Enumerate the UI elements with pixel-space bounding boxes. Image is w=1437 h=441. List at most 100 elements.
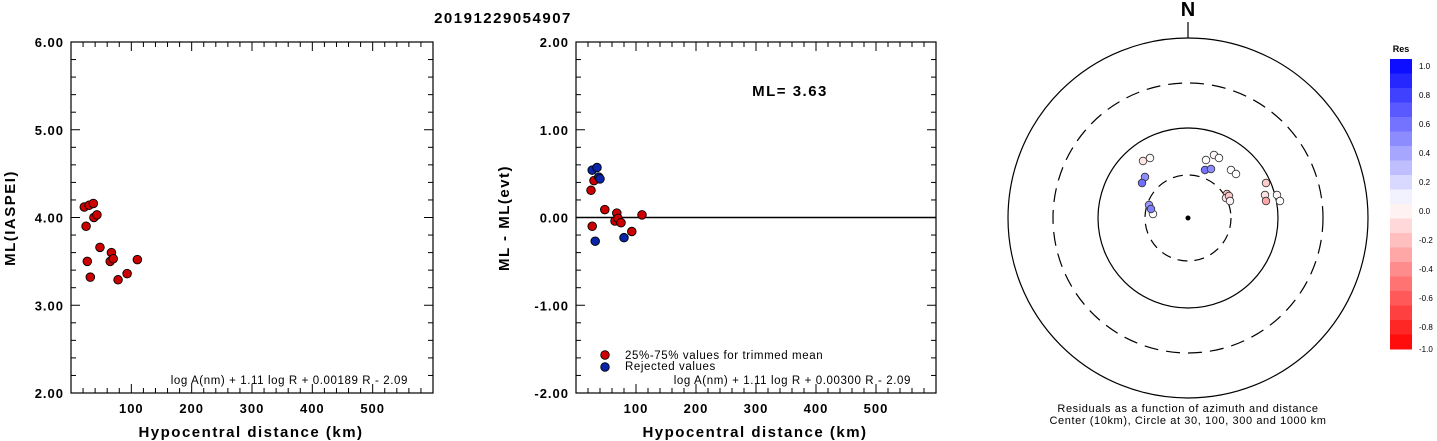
ring-1000km [1007, 37, 1369, 399]
station-residual-point [1214, 153, 1224, 163]
panel1-ticks [71, 42, 433, 393]
data-point [122, 268, 132, 279]
colorbar-cell [1390, 102, 1412, 118]
colorbar-cells [1390, 59, 1412, 350]
x-tick-label: 100 [624, 401, 649, 416]
y-tick-label: 5.00 [35, 123, 64, 138]
colorbar-cell [1390, 247, 1412, 263]
station-residual-point [1201, 155, 1211, 165]
colorbar-cell [1390, 262, 1412, 277]
colorbar-tick-label: -0.8 [1419, 323, 1433, 332]
colorbar-cell [1390, 305, 1412, 321]
colorbar-cell [1390, 189, 1412, 205]
legend-rejected-label: Rejected values [625, 361, 716, 373]
event-id-title: 20191229054907 [434, 10, 572, 27]
colorbar-cell [1390, 131, 1412, 147]
x-tick-label: 200 [684, 401, 709, 416]
ring-30km [1144, 174, 1232, 262]
colorbar-cell [1390, 175, 1412, 190]
data-point [586, 185, 596, 196]
colorbar-tick-label: -0.4 [1419, 265, 1433, 274]
station-residual-point [1206, 164, 1216, 174]
x-tick-label: 400 [300, 401, 325, 416]
y-tick-label: 2.00 [540, 35, 569, 50]
data-point [590, 236, 600, 246]
legend-trimmed-marker [600, 350, 610, 360]
residual-colorbar: Res 1.0 0.8 0.6 0.4 0.2 0.0 -0.2 -0.4 -0.6 -0.8 -1… [1390, 44, 1433, 354]
data-point [592, 162, 602, 173]
station-residual-point [1261, 196, 1271, 206]
station-residual-point [1261, 178, 1271, 188]
data-point [113, 275, 123, 285]
panel1-formula: log A(nm) + 1.11 log R + 0.00189 R - 2.0… [171, 375, 408, 387]
station-residual-point [1145, 153, 1155, 163]
north-label: N [1181, 0, 1195, 21]
panel1-x-axis-title: Hypocentral distance (km) [138, 424, 363, 441]
legend-rejected-marker [600, 362, 610, 372]
y-tick-label: 6.00 [35, 35, 64, 50]
colorbar-cell [1390, 88, 1412, 103]
colorbar-cell [1390, 146, 1412, 161]
x-tick-label: 500 [360, 401, 385, 416]
polar-caption-line1: Residuals as a function of azimuth and d… [1057, 403, 1318, 415]
station-residual-point [1138, 156, 1148, 166]
data-point [108, 253, 118, 264]
x-tick-label: 100 [119, 401, 144, 416]
panel2-x-axis-title: Hypocentral distance (km) [642, 424, 867, 441]
panel1-y-axis-title: ML(IASPEI) [2, 170, 19, 266]
colorbar-cell [1390, 73, 1412, 89]
x-tick-label: 300 [744, 401, 769, 416]
colorbar-tick-label: -1.0 [1419, 345, 1433, 354]
y-tick-label: 3.00 [35, 298, 64, 313]
y-tick-label: 2.00 [35, 386, 64, 401]
colorbar-cell [1390, 160, 1412, 176]
colorbar-tick-label: -0.6 [1419, 294, 1433, 303]
station-residual-point [1231, 169, 1241, 179]
panel2-points [586, 162, 647, 246]
colorbar-cell [1390, 204, 1412, 219]
panel1-x-tick-labels: 100 200 300 400 500 [119, 401, 385, 416]
data-point [616, 218, 626, 228]
colorbar-tick-label: 1.0 [1419, 62, 1431, 71]
station-residual-point [1275, 196, 1285, 206]
colorbar-tick-label: 0.0 [1419, 207, 1431, 216]
data-point [627, 226, 637, 237]
data-point [132, 254, 143, 265]
panel2-y-axis-title: ML - ML(evt) [496, 165, 513, 271]
colorbar-cell [1390, 117, 1412, 132]
x-tick-label: 200 [179, 401, 204, 416]
ring-100km [1097, 127, 1279, 309]
epicenter-dot [1185, 215, 1191, 221]
panel2-ticks [576, 42, 936, 393]
panel-ml-residual: 100 200 300 400 500 -2.00 -1.00 0.00 1.00 2.00 H… [496, 35, 937, 441]
panel-ml-iaspei: 100 200 300 400 500 2.00 3.00 4.00 5.00 6.00 Hyp… [2, 35, 434, 441]
colorbar-tick-label: 0.6 [1419, 120, 1431, 129]
panel1-frame [70, 41, 434, 394]
panel2-formula: log A(nm) + 1.11 log R + 0.00300 R - 2.0… [674, 375, 911, 387]
station-residual-point [1146, 204, 1156, 214]
panel1-points [79, 198, 143, 285]
panel-azimuth-residuals: N Residuals as a function of azimuth and… [1007, 0, 1369, 427]
data-point [88, 198, 99, 209]
colorbar-cell [1390, 291, 1412, 306]
panel2-x-tick-labels: 100 200 300 400 500 [624, 401, 889, 416]
panel2-y-tick-labels: -2.00 -1.00 0.00 1.00 2.00 [534, 35, 569, 401]
colorbar-cell [1390, 218, 1412, 234]
panel2-legend: 25%-75% values for trimmed mean Rejected… [600, 350, 823, 373]
data-point [92, 210, 102, 220]
data-point [637, 210, 647, 220]
data-point [85, 272, 96, 282]
data-point [82, 256, 93, 267]
colorbar-cell [1390, 320, 1412, 335]
x-tick-label: 500 [864, 401, 889, 416]
x-tick-label: 300 [240, 401, 265, 416]
y-tick-label: 0.00 [540, 211, 569, 226]
station-residual-point [1225, 196, 1235, 206]
colorbar-cell [1390, 334, 1412, 350]
colorbar-cell [1390, 233, 1412, 248]
panel1-y-tick-labels: 2.00 3.00 4.00 5.00 6.00 [35, 35, 64, 401]
panel3-points [1137, 150, 1285, 219]
data-point [587, 221, 597, 232]
y-tick-label: 4.00 [35, 211, 64, 226]
